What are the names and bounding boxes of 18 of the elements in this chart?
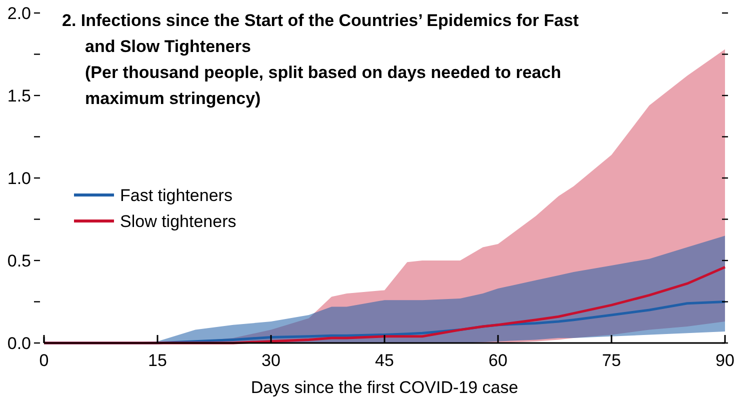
x-tick-label: 90 — [716, 351, 734, 370]
x-tick-label: 45 — [375, 351, 394, 370]
x-axis-title: Days since the first COVID-19 case — [250, 378, 518, 397]
x-tick-label: 60 — [488, 351, 508, 370]
y-tick-label: 0.0 — [7, 334, 31, 353]
text: (Per thousand people, split based on days needed to reach maximum stringency) — [85, 63, 562, 108]
x-tick-label: 15 — [148, 351, 167, 370]
x-tick-label: 0 — [39, 351, 49, 370]
y-tick-label: 1.5 — [7, 86, 31, 106]
text: 2. Infections since the Start of the Countries’ Epidemics for Fast and Slow Tighteners — [62, 11, 580, 56]
x-tick-label: 30 — [262, 351, 280, 370]
y-tick-label: 1.0 — [7, 169, 31, 188]
line-series — [42, 266, 726, 344]
y-tick-label: 0.5 — [7, 252, 31, 270]
legend-label: Fast tighteners — [120, 186, 232, 205]
x-tick-label: 75 — [602, 351, 621, 370]
y-tick-label: 2.0 — [7, 4, 31, 23]
legend-label: Slow tighteners — [120, 212, 236, 231]
